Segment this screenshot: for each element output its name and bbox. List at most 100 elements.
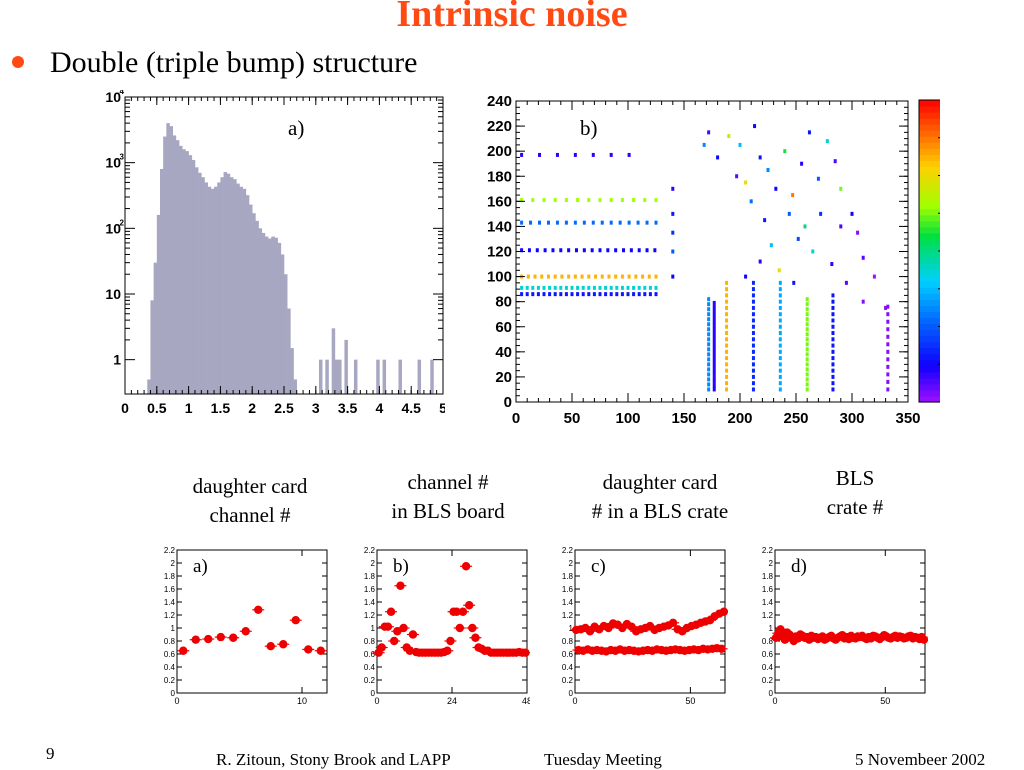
data-point: [643, 292, 647, 297]
data-point: [304, 645, 313, 654]
color-scale-band: [919, 196, 940, 204]
y-tick-label: 1: [569, 624, 574, 633]
y-tick-label: 1.2: [762, 611, 774, 620]
data-point: [707, 367, 711, 372]
y-tick-label: 10: [105, 286, 121, 302]
histogram-bar: [382, 359, 387, 394]
data-point: [604, 285, 608, 290]
data-point: [707, 347, 711, 352]
histogram-bar: [166, 123, 170, 395]
data-point: [609, 152, 613, 157]
color-scale-band: [919, 148, 940, 155]
color-scale-band: [919, 142, 940, 149]
data-point: [763, 218, 767, 223]
data-point: [839, 186, 843, 191]
data-point: [543, 248, 547, 253]
data-point: [389, 636, 399, 646]
data-point: [778, 368, 782, 373]
data-point: [774, 186, 778, 191]
data-point: [229, 633, 238, 642]
data-point: [527, 248, 531, 253]
profile-plot-b: 0 0.2 0.4 0.6 0.8 1 1.2 1.4 1.6 1.8 2 2.2 0 24 48 b): [364, 546, 530, 706]
y-tick-label: 0: [504, 394, 512, 411]
histogram-bar: [277, 242, 282, 394]
data-point: [778, 356, 782, 361]
histogram-bar: [185, 151, 189, 394]
data-point: [455, 623, 465, 633]
scatter-2d-chart: 0 50 100 150 200 250 300 350 0 20 40 60 80 100 120 140 1…: [487, 93, 940, 427]
data-point: [839, 224, 843, 229]
histogram-bar: [268, 238, 272, 394]
histogram-bar: [353, 359, 358, 394]
y-tick-label: 0.6: [364, 650, 376, 659]
data-point: [520, 198, 524, 203]
data-point: [778, 374, 782, 379]
histogram-bar: [214, 186, 218, 394]
histogram-bar: [280, 254, 285, 394]
profile-plot-c: 0 0.2 0.4 0.6 0.8 1 1.2 1.4 1.6 1.8 2 2.2 0 50 c): [562, 546, 728, 706]
y-tick-label: 0: [371, 689, 376, 698]
data-point: [546, 220, 550, 225]
data-point: [520, 220, 524, 225]
data-point: [540, 274, 544, 279]
data-point: [831, 324, 835, 329]
color-scale-band: [919, 238, 940, 246]
data-point: [805, 327, 809, 332]
data-point: [587, 292, 591, 297]
data-point: [803, 224, 807, 229]
data-point: [405, 646, 415, 655]
color-scale-band: [919, 275, 940, 282]
data-point: [778, 362, 782, 367]
data-point: [805, 322, 809, 327]
data-point: [805, 337, 809, 342]
color-scale-band: [919, 371, 940, 379]
data-point: [443, 646, 452, 655]
data-point: [634, 274, 638, 279]
data-point: [725, 293, 729, 298]
x-tick-label: 1.5: [211, 400, 231, 416]
data-point: [751, 356, 755, 361]
x-tick-label: 2.5: [274, 400, 294, 416]
data-point: [555, 220, 559, 225]
caption-line: daughter card: [602, 470, 718, 494]
data-point: [620, 198, 624, 203]
data-point: [564, 198, 568, 203]
data-point: [751, 349, 755, 354]
data-point: [641, 274, 645, 279]
data-point: [805, 302, 809, 307]
panel-label: b): [393, 556, 409, 577]
histogram-bar: [220, 177, 224, 394]
data-point: [751, 312, 755, 317]
histogram-bar: [261, 232, 266, 394]
plot-frame: [376, 549, 528, 694]
data-point: [712, 372, 716, 377]
x-tick-label: 150: [671, 410, 696, 427]
color-scale-band: [919, 329, 940, 337]
plot-frame: [515, 100, 909, 403]
data-point: [615, 292, 619, 297]
color-scale-band: [919, 323, 940, 331]
data-point: [582, 220, 586, 225]
histogram-bar: [229, 177, 234, 394]
data-point: [546, 274, 550, 279]
y-tick-label: 1.4: [364, 598, 376, 607]
data-point: [850, 211, 854, 216]
data-point: [758, 155, 762, 160]
data-point: [805, 332, 809, 337]
data-point: [831, 299, 835, 304]
data-point: [553, 285, 557, 290]
data-point: [831, 312, 835, 317]
histogram-bar: [217, 182, 221, 394]
data-point: [531, 285, 535, 290]
histogram-bar: [153, 262, 158, 394]
histogram-bar: [242, 188, 247, 394]
caption-line: BLS: [835, 466, 875, 490]
data-point: [778, 343, 782, 348]
histogram-bar: [331, 328, 336, 394]
data-point: [738, 142, 742, 147]
data-point: [831, 381, 835, 386]
data-point: [671, 249, 675, 254]
data-point: [393, 627, 402, 636]
caption-bls-board-channel: channel # in BLS board: [348, 468, 548, 526]
plot-frame: [774, 549, 926, 694]
